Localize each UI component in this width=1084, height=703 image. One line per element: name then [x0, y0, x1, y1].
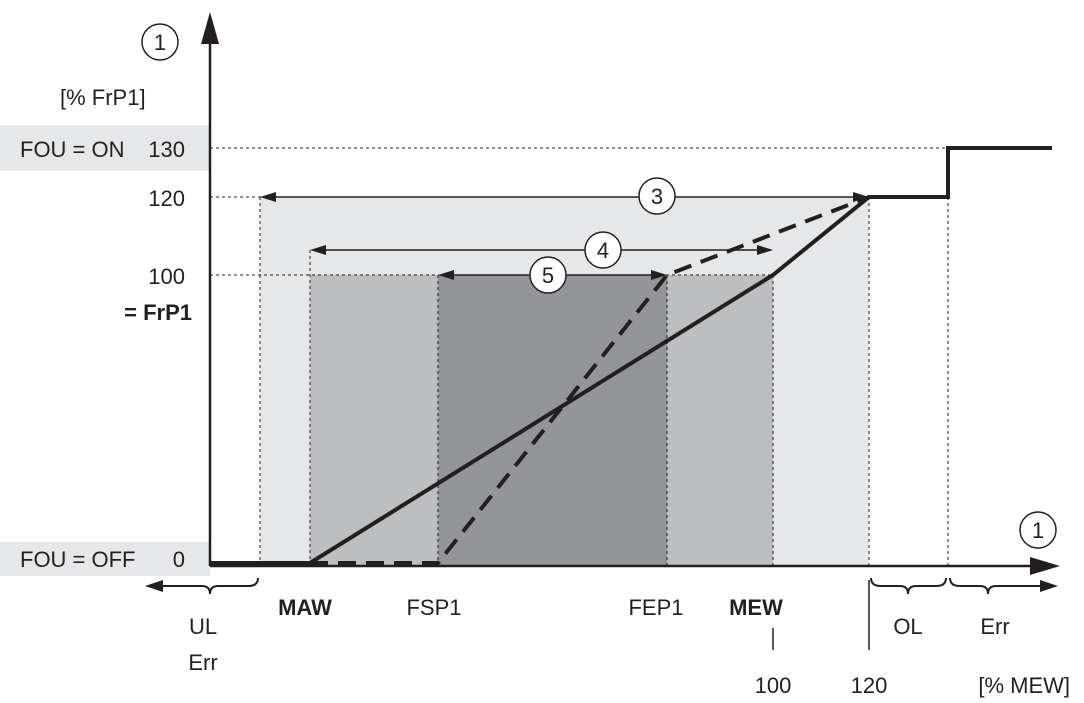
- x-120-label: 120: [851, 673, 888, 698]
- frp1-label: = FrP1: [124, 300, 192, 325]
- y-tick-100: 100: [148, 264, 185, 289]
- y-tick-130: 130: [148, 137, 185, 162]
- y-tick-120: 120: [148, 186, 185, 211]
- x-axis-marker: 1: [1019, 511, 1057, 549]
- err-arrowhead: [1040, 580, 1058, 592]
- dashed-characteristic-line: [310, 195, 870, 565]
- y-tick-0: 0: [173, 547, 185, 572]
- x-axis-arrowhead: [1030, 557, 1060, 575]
- y-axis-unit: [% FrP1]: [60, 85, 146, 110]
- range-4-marker: 4: [584, 231, 622, 269]
- fou-off-background: [0, 542, 210, 576]
- fou-on-label: FOU = ON: [20, 137, 125, 162]
- fsp1-label: FSP1: [406, 595, 461, 620]
- fou-off-label: FOU = OFF: [20, 547, 136, 572]
- range-3-marker: 3: [638, 177, 676, 215]
- maw-label: MAW: [278, 595, 332, 620]
- svg-text:5: 5: [542, 263, 554, 288]
- fep1-label: FEP1: [628, 595, 683, 620]
- y-axis-marker: 1: [141, 23, 179, 61]
- ul-err-label: Err: [188, 650, 217, 675]
- ul-label: UL: [189, 614, 217, 639]
- err-label: Err: [980, 614, 1009, 639]
- ol-label: OL: [893, 614, 922, 639]
- range-brackets: [160, 577, 1040, 595]
- mew-label: MEW: [729, 595, 783, 620]
- fou-on-background: [0, 125, 210, 171]
- range-5-marker: 5: [529, 256, 567, 294]
- svg-text:1: 1: [154, 30, 166, 55]
- svg-text:1: 1: [1032, 518, 1044, 543]
- svg-text:3: 3: [651, 184, 663, 209]
- y-axis-arrowhead: [201, 12, 219, 44]
- svg-text:4: 4: [597, 238, 609, 263]
- x-axis-unit: [% MEW]: [978, 673, 1070, 698]
- ul-arrowhead: [145, 580, 163, 592]
- mew-value-label: 100: [755, 673, 792, 698]
